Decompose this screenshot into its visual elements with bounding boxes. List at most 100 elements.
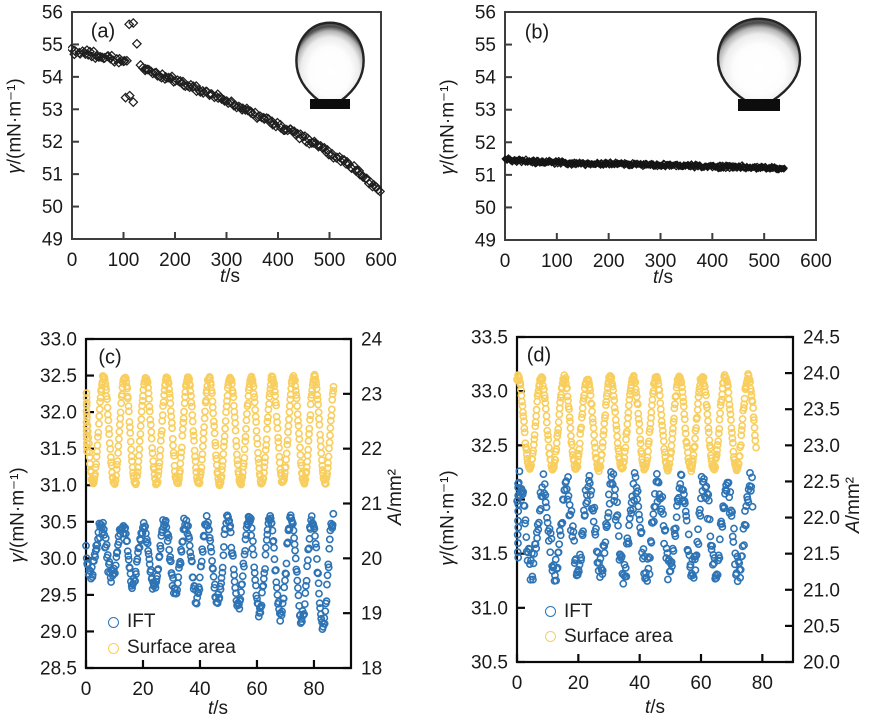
svg-text:80: 80 — [752, 673, 773, 694]
series-surface-area — [513, 370, 760, 476]
svg-text:0: 0 — [512, 673, 523, 694]
svg-text:500: 500 — [748, 251, 780, 272]
panel-d-x-axis-title: t/s — [644, 697, 666, 718]
series-ift — [513, 467, 757, 588]
svg-text:24.5: 24.5 — [803, 328, 840, 349]
svg-text:0: 0 — [500, 251, 511, 272]
svg-text:21.0: 21.0 — [803, 580, 840, 601]
panel-d: 0 20 40 60 80 30.5 31.0 31.5 32.0 32.5 33.0 33.5 20.… — [471, 328, 840, 695]
svg-text:300: 300 — [645, 251, 677, 272]
svg-text:28.5: 28.5 — [40, 659, 77, 680]
svg-text:55: 55 — [42, 35, 63, 56]
svg-text:20: 20 — [361, 549, 382, 570]
svg-text:29.0: 29.0 — [40, 622, 77, 643]
svg-text:33.0: 33.0 — [40, 330, 77, 351]
svg-text:21.5: 21.5 — [803, 544, 840, 565]
svg-text:33.5: 33.5 — [471, 328, 508, 349]
series-ift — [82, 509, 338, 633]
svg-text:22.5: 22.5 — [803, 472, 840, 493]
svg-text:32.5: 32.5 — [471, 436, 508, 457]
svg-text:33.0: 33.0 — [471, 382, 508, 403]
ift-legend-label: IFT — [564, 600, 593, 622]
svg-text:49: 49 — [475, 231, 496, 252]
svg-text:100: 100 — [108, 250, 140, 271]
svg-text:20: 20 — [132, 679, 153, 700]
axis-ticks: 0 20 40 60 80 28.5 29.0 29.5 30.0 30.5 31.0 31.5 32.… — [40, 330, 383, 701]
svg-text:21: 21 — [361, 494, 382, 515]
surface-area-legend-label: Surface area — [564, 625, 673, 647]
svg-text:600: 600 — [800, 251, 832, 272]
svg-text:0: 0 — [67, 250, 78, 271]
panel-a: 0 100 200 300 400 500 600 49 50 51 52 53 54 55 56 — [42, 3, 397, 272]
svg-text:60: 60 — [246, 679, 267, 700]
panel-d-letter: (d) — [526, 344, 552, 367]
svg-text:23.0: 23.0 — [803, 436, 840, 457]
svg-text:31.5: 31.5 — [40, 439, 77, 460]
series-surface-tension — [68, 17, 385, 197]
pendant-drop-image — [718, 19, 800, 111]
legend-item-surface-area: Surface area — [545, 624, 673, 649]
svg-text:30.0: 30.0 — [40, 549, 77, 570]
svg-text:24: 24 — [361, 330, 383, 351]
pendant-drop-image — [296, 23, 363, 109]
svg-text:31.0: 31.0 — [471, 598, 508, 619]
svg-text:50: 50 — [42, 197, 63, 218]
svg-text:32.5: 32.5 — [40, 366, 77, 387]
svg-text:20.0: 20.0 — [803, 653, 840, 674]
svg-text:80: 80 — [303, 679, 324, 700]
svg-text:56: 56 — [42, 3, 63, 24]
legend-item-surface-area: Surface area — [108, 635, 236, 661]
svg-text:52: 52 — [475, 133, 496, 154]
svg-text:56: 56 — [475, 3, 496, 24]
svg-text:23: 23 — [361, 384, 382, 405]
svg-text:22.0: 22.0 — [803, 508, 840, 529]
panel-a-x-axis-title: t/s — [219, 266, 241, 287]
axis-ticks: 0 20 40 60 80 30.5 31.0 31.5 32.0 32.5 33.0 33.5 20.… — [471, 328, 840, 695]
svg-text:51: 51 — [42, 165, 63, 186]
svg-text:52: 52 — [42, 132, 63, 153]
svg-text:20.5: 20.5 — [803, 616, 840, 637]
svg-text:500: 500 — [314, 250, 346, 271]
panel-b-letter: (b) — [524, 21, 550, 44]
svg-text:23.5: 23.5 — [803, 400, 840, 421]
series-surface-tension — [501, 154, 788, 174]
svg-text:40: 40 — [189, 679, 210, 700]
svg-text:22: 22 — [361, 439, 382, 460]
panel-a-y-axis-title: γ/(mN·m⁻¹) — [4, 78, 26, 174]
surface-area-legend-label: Surface area — [127, 637, 236, 658]
svg-text:51: 51 — [475, 165, 496, 186]
surface-area-legend-marker-icon — [545, 631, 556, 642]
svg-text:19: 19 — [361, 604, 382, 625]
panel-c-legend: IFT Surface area — [108, 609, 236, 661]
svg-text:30.5: 30.5 — [40, 512, 77, 533]
ift-legend-marker-icon — [545, 606, 556, 617]
legend-item-ift: IFT — [108, 609, 236, 635]
svg-text:55: 55 — [475, 35, 496, 56]
series-surface-area — [82, 370, 338, 490]
svg-text:53: 53 — [42, 100, 63, 121]
panel-d-legend: IFT Surface area — [545, 599, 673, 649]
legend-item-ift: IFT — [545, 599, 673, 624]
svg-text:200: 200 — [593, 251, 625, 272]
svg-text:50: 50 — [475, 198, 496, 219]
panel-a-letter: (a) — [90, 20, 116, 43]
svg-text:300: 300 — [211, 250, 243, 271]
svg-text:60: 60 — [690, 673, 711, 694]
svg-text:40: 40 — [629, 673, 650, 694]
svg-text:31.0: 31.0 — [40, 476, 77, 497]
svg-text:29.5: 29.5 — [40, 585, 77, 606]
panel-c: 0 20 40 60 80 28.5 29.0 29.5 30.0 30.5 31.0 31.5 32.… — [40, 330, 383, 701]
svg-text:30.5: 30.5 — [471, 653, 508, 674]
axis-ticks: 0 100 200 300 400 500 600 49 50 51 52 53 54 55 56 — [475, 3, 832, 273]
svg-text:600: 600 — [365, 250, 397, 271]
svg-text:32.0: 32.0 — [471, 490, 508, 511]
svg-text:32.0: 32.0 — [40, 403, 77, 424]
svg-text:49: 49 — [42, 230, 63, 251]
panel-b: 0 100 200 300 400 500 600 49 50 51 52 53 54 55 56 — [475, 3, 832, 273]
panel-d-y-axis-title: γ/(mN·m⁻¹) — [437, 470, 459, 566]
svg-text:0: 0 — [81, 679, 92, 700]
svg-text:18: 18 — [361, 659, 382, 680]
svg-text:400: 400 — [696, 251, 728, 272]
axis-ticks: 0 100 200 300 400 500 600 49 50 51 52 53 54 55 56 — [42, 3, 397, 272]
